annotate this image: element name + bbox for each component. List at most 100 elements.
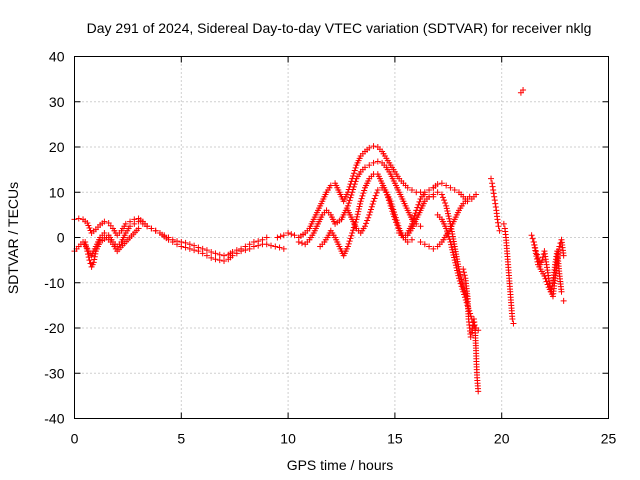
data-point [216,251,223,258]
data-point [491,197,498,204]
data-point [371,195,378,202]
data-point [442,199,449,206]
data-point [356,203,363,210]
data-point [242,247,249,254]
data-point [430,245,437,252]
data-point [510,320,517,327]
data-point [186,245,193,252]
data-point [509,315,516,322]
data-point [434,189,441,196]
data-point [361,187,368,194]
data-point [354,211,361,218]
data-point [82,242,89,249]
data-point [531,241,538,248]
data-point [368,203,375,210]
data-point [359,192,366,199]
data-point [449,246,456,253]
data-point [445,233,452,240]
y-tick-label: -10 [44,275,64,291]
data-point [274,234,281,241]
data-point [388,201,395,208]
y-tick-label: 40 [49,49,65,65]
data-point [370,159,377,166]
data-point [541,272,548,279]
data-point [539,257,546,264]
data-point [528,232,535,239]
data-point [91,256,98,263]
data-point [348,232,355,239]
data-point [208,248,215,255]
data-point [358,195,365,202]
data-point [357,200,364,207]
data-point [345,200,352,207]
data-point [414,204,421,211]
data-point [349,189,356,196]
data-point [373,189,380,196]
data-point [532,250,539,257]
data-point [101,229,108,236]
data-point [475,388,482,395]
data-point [532,247,539,254]
data-point [92,250,99,257]
series-track-o [517,86,527,96]
y-tick-label: 30 [49,94,65,110]
data-point [298,240,305,247]
data-point [438,180,445,187]
data-point [139,220,146,227]
data-point [460,266,467,273]
data-point [439,194,446,201]
data-point [208,254,215,261]
y-tick-label: 0 [57,230,65,246]
data-point [350,170,357,177]
data-point [174,241,181,248]
data-point [468,329,475,336]
data-point [345,240,352,247]
data-point [263,241,270,248]
data-point [366,162,373,169]
data-point [370,198,377,205]
data-point [165,236,172,243]
data-point [408,236,415,243]
x-tick-label: 0 [71,431,79,447]
data-point [393,217,400,224]
data-point [520,86,527,93]
data-point [404,239,411,246]
data-point [446,236,453,243]
data-point [365,214,372,221]
data-point [443,225,450,232]
data-point [395,222,402,229]
data-point [430,191,437,198]
data-point [455,275,462,282]
data-point [344,243,351,250]
x-tick-label: 25 [601,431,617,447]
data-point [91,253,98,260]
data-point [408,186,415,193]
data-point [361,164,368,171]
data-point [90,259,97,266]
data-point [452,259,459,266]
data-point [387,198,394,205]
data-point [451,186,458,193]
data-point [350,227,357,234]
series-track-l [460,266,482,395]
data-point [75,215,82,222]
data-point [374,186,381,193]
data-point [461,272,468,279]
data-point [389,203,396,210]
data-point [327,182,334,189]
data-point [531,244,538,251]
data-point [144,223,151,230]
x-axis-ticks: 0 5 10 15 20 25 [71,56,617,447]
data-point [216,257,223,264]
data-point [169,239,176,246]
data-point [443,182,450,189]
x-tick-label: 5 [177,431,185,447]
data-point [135,225,142,232]
data-point [122,220,129,227]
data-point [363,220,370,227]
data-point [444,228,451,235]
data-point [352,164,359,171]
y-tick-label: 10 [49,184,65,200]
data-point [558,288,565,295]
